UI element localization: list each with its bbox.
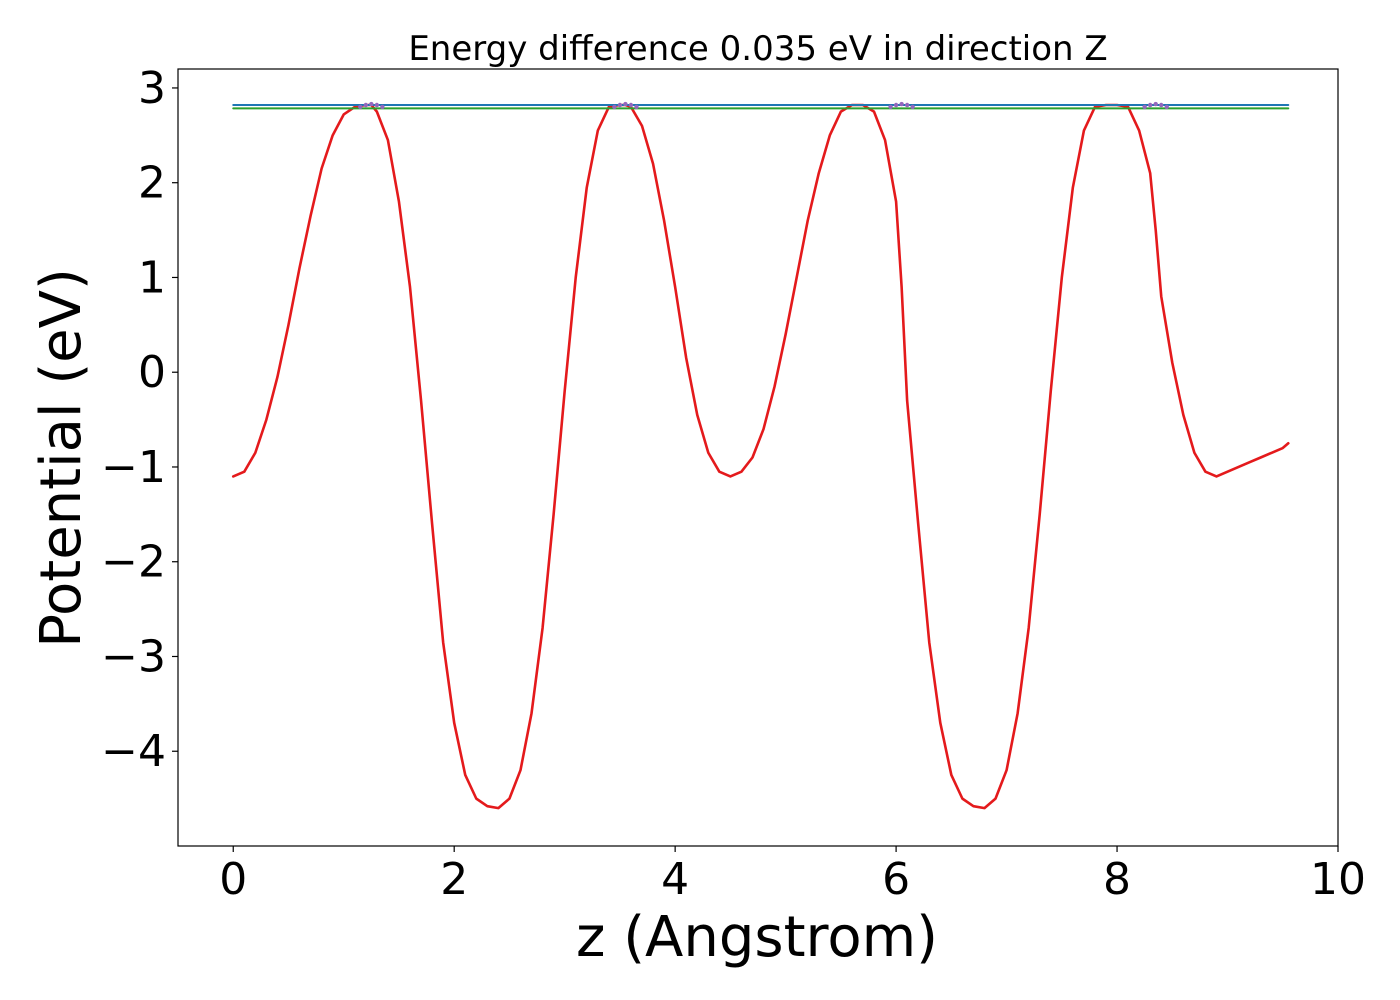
series-point (888, 104, 893, 110)
x-tick-label: 0 (219, 854, 247, 905)
series-point (612, 104, 617, 110)
y-tick-label: 0 (138, 347, 166, 398)
series-point (1164, 104, 1169, 110)
series-point (904, 102, 910, 108)
x-axis-label: z (Angstrom) (576, 905, 938, 970)
series-point (623, 101, 628, 107)
x-axis-ticks: 0 2 4 6 8 10 (219, 846, 1366, 905)
y-tick-label: −4 (101, 726, 166, 777)
series-point (617, 102, 623, 108)
chart-title: Energy difference 0.035 eV in direction … (408, 29, 1107, 69)
y-tick-label: 1 (138, 252, 166, 303)
x-tick-label: 8 (1103, 854, 1131, 905)
series-point (1153, 101, 1158, 107)
y-axis-label: Potential (eV) (29, 268, 94, 648)
series-layer (231, 101, 1290, 810)
y-tick-label: −1 (101, 442, 166, 493)
series-point (363, 102, 369, 108)
series-point (1142, 104, 1147, 110)
series-point (893, 102, 899, 108)
series-point (374, 102, 380, 108)
x-tick-label: 6 (882, 854, 910, 905)
x-tick-label: 10 (1310, 854, 1366, 905)
series-point (634, 104, 639, 110)
y-tick-label: 2 (138, 158, 166, 209)
series-point (1147, 102, 1153, 108)
series-point (899, 101, 904, 107)
series-point (380, 104, 385, 110)
potential-series-line (231, 103, 1290, 810)
y-tick-label: −2 (101, 537, 166, 588)
series-point (910, 104, 915, 110)
y-tick-label: −3 (101, 631, 166, 682)
series-point (628, 102, 634, 108)
series-point (369, 101, 374, 107)
series-point (1159, 102, 1164, 108)
y-axis-ticks: −4 −3 −2 −1 0 1 2 3 (101, 63, 178, 777)
x-tick-label: 2 (440, 854, 468, 905)
series-point (358, 104, 363, 110)
y-tick-label: 3 (138, 63, 166, 114)
x-tick-label: 4 (661, 854, 689, 905)
plot-frame (177, 68, 1339, 847)
